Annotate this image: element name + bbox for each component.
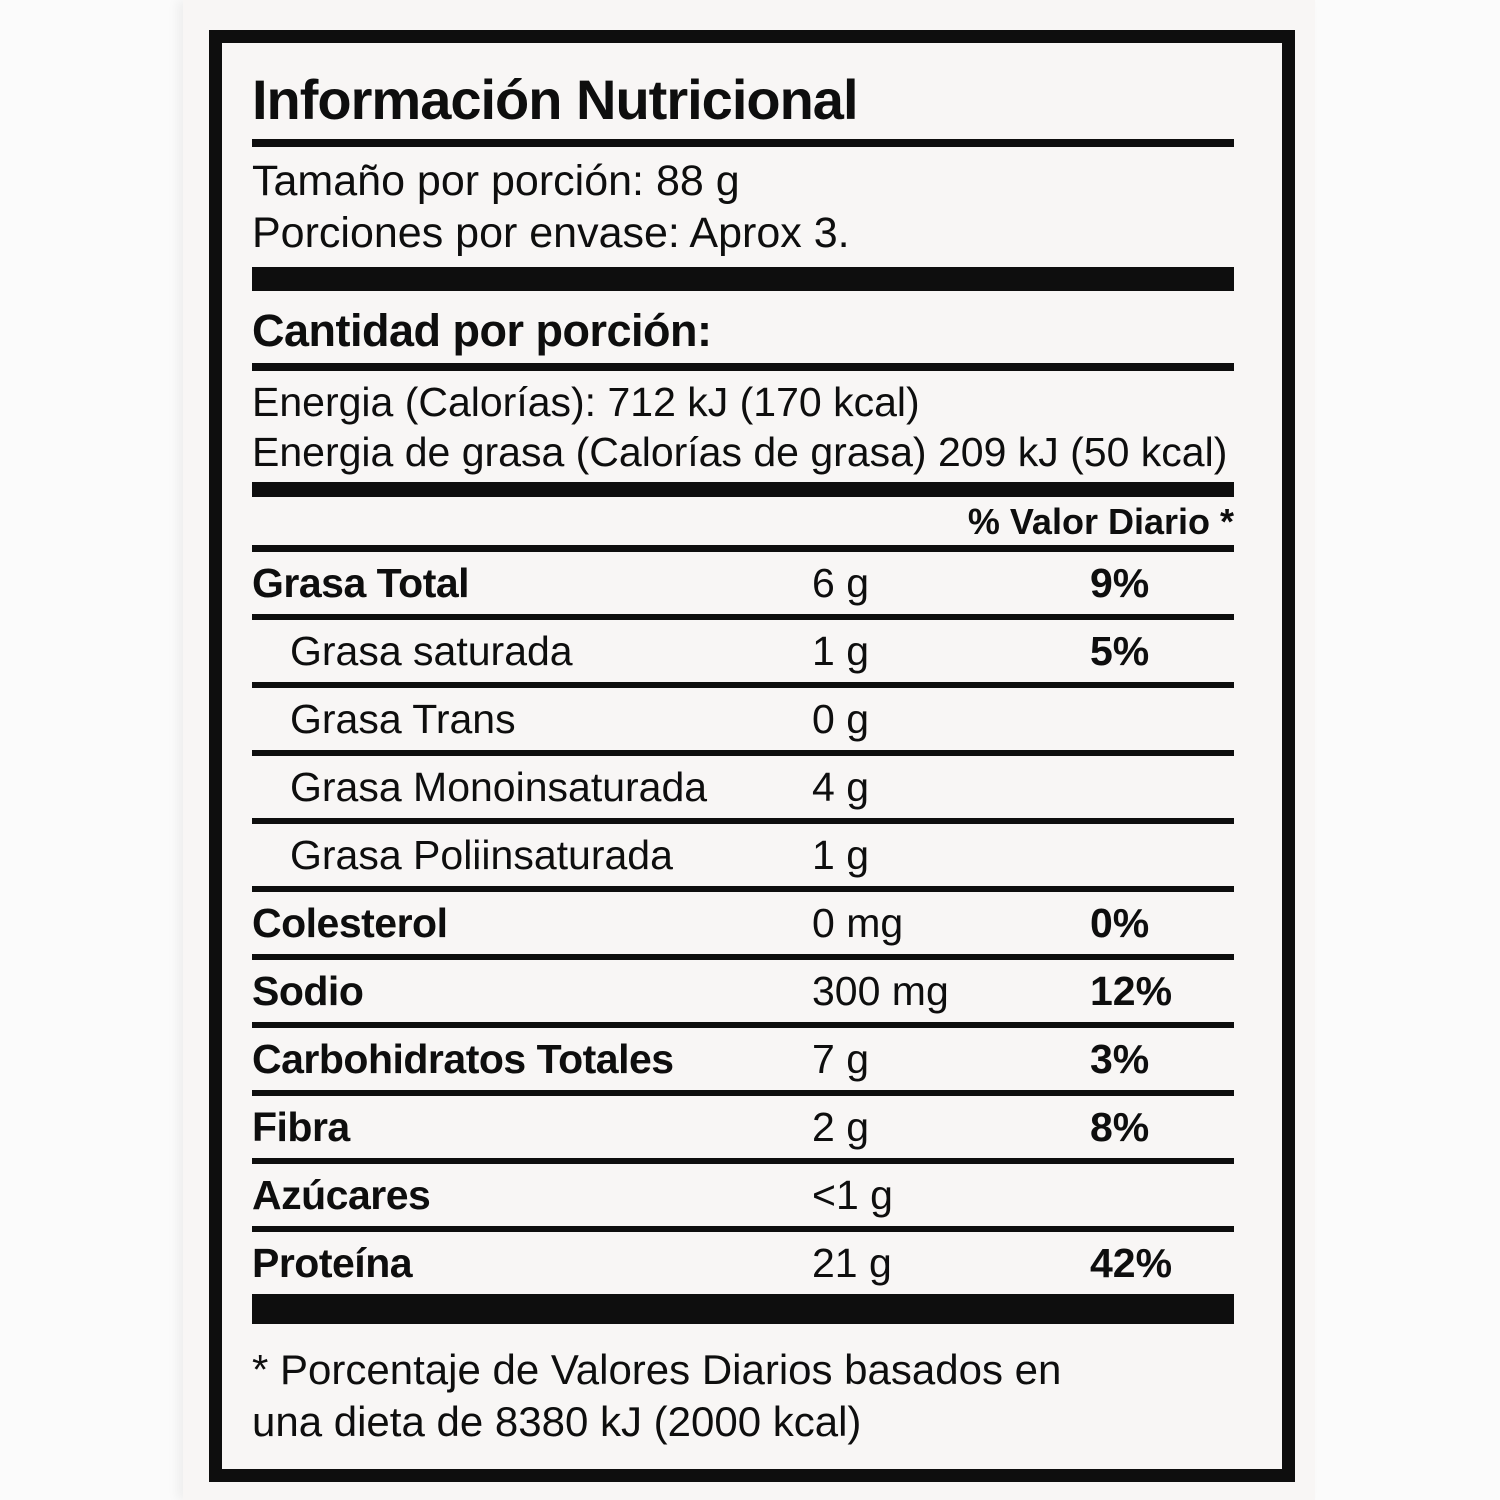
nutrient-amount: 0 mg — [812, 900, 904, 946]
nutrient-daily-value: 5% — [1090, 628, 1150, 674]
table-row: Grasa Monoinsaturada 4 g — [252, 756, 1234, 824]
nutrient-name: Sodio — [252, 968, 364, 1014]
nutrient-daily-value: 8% — [1090, 1104, 1150, 1150]
nutrient-daily-value — [1090, 697, 1234, 741]
section-divider-thick-bottom — [252, 1294, 1234, 1324]
footnote: * Porcentaje de Valores Diarios basados … — [252, 1344, 1234, 1448]
nutrient-name: Proteína — [252, 1240, 413, 1286]
servings-per-container: Porciones por envase: Aprox 3. — [252, 209, 850, 257]
table-row: Grasa Total 6 g 9% — [252, 552, 1234, 620]
energy-calories: Energia (Calorías): 712 kJ (170 kcal) — [252, 379, 920, 425]
nutrient-daily-value: 12% — [1090, 968, 1173, 1014]
amount-per-serving-heading: Cantidad por porción: — [252, 305, 712, 356]
nutrient-daily-value: 3% — [1090, 1036, 1150, 1082]
nutrient-amount: 1 g — [812, 832, 869, 878]
daily-value-divider — [252, 545, 1234, 552]
nutrient-daily-value — [1090, 1173, 1234, 1217]
nutrition-label-box: Información Nutricional Tamaño por porci… — [209, 30, 1295, 1482]
nutrient-amount: 7 g — [812, 1036, 869, 1082]
nutrient-name: Grasa Poliinsaturada — [290, 832, 673, 878]
daily-value-header: % Valor Diario * — [967, 501, 1234, 542]
label-title: Información Nutricional — [252, 68, 859, 131]
table-row: Azúcares <1 g — [252, 1164, 1234, 1232]
nutrient-name: Grasa Trans — [290, 696, 516, 742]
nutrient-daily-value: 42% — [1090, 1240, 1173, 1286]
title-divider — [252, 139, 1234, 147]
table-row: Sodio 300 mg 12% — [252, 960, 1234, 1028]
nutrient-name: Azúcares — [252, 1172, 431, 1218]
table-row: Fibra 2 g 8% — [252, 1096, 1234, 1164]
table-row: Proteína 21 g 42% — [252, 1232, 1234, 1294]
nutrient-name: Grasa Monoinsaturada — [290, 764, 708, 810]
nutrient-amount: 1 g — [812, 628, 869, 674]
nutrient-name: Grasa Total — [252, 560, 470, 606]
footnote-line2: una dieta de 8380 kJ (2000 kcal) — [252, 1398, 862, 1445]
serving-size: Tamaño por porción: 88 g — [252, 157, 740, 205]
nutrient-rows: Grasa Total 6 g 9% Grasa saturada 1 g 5%… — [252, 552, 1234, 1294]
section-divider-mid — [252, 482, 1234, 497]
section-divider-thick-top — [252, 267, 1234, 291]
nutrient-amount: 0 g — [812, 696, 869, 742]
footnote-line1: * Porcentaje de Valores Diarios basados … — [252, 1346, 1062, 1393]
nutrient-amount: 6 g — [812, 560, 869, 606]
nutrient-daily-value — [1090, 833, 1234, 877]
table-row: Grasa Trans 0 g — [252, 688, 1234, 756]
nutrient-name: Colesterol — [252, 900, 448, 946]
nutrition-label-content: Información Nutricional Tamaño por porci… — [222, 43, 1282, 1448]
table-row: Grasa saturada 1 g 5% — [252, 620, 1234, 688]
nutrient-daily-value: 9% — [1090, 560, 1150, 606]
nutrient-amount: 300 mg — [812, 968, 949, 1014]
nutrient-amount: 4 g — [812, 764, 869, 810]
energy-fat-calories: Energia de grasa (Calorías de grasa) 209… — [252, 429, 1228, 475]
nutrient-daily-value: 0% — [1090, 900, 1150, 946]
table-row: Colesterol 0 mg 0% — [252, 892, 1234, 960]
nutrient-daily-value — [1090, 765, 1234, 809]
nutrient-amount: 21 g — [812, 1240, 892, 1286]
serving-info: Tamaño por porción: 88 g Porciones por e… — [252, 155, 1234, 259]
nutrient-amount: 2 g — [812, 1104, 869, 1150]
table-row: Grasa Poliinsaturada 1 g — [252, 824, 1234, 892]
energy-info: Energia (Calorías): 712 kJ (170 kcal) En… — [252, 377, 1234, 477]
nutrient-amount: <1 g — [812, 1172, 893, 1218]
nutrient-name: Grasa saturada — [290, 628, 573, 674]
table-row: Carbohidratos Totales 7 g 3% — [252, 1028, 1234, 1096]
heading-divider — [252, 363, 1234, 371]
nutrient-name: Carbohidratos Totales — [252, 1036, 674, 1082]
nutrient-name: Fibra — [252, 1104, 350, 1150]
